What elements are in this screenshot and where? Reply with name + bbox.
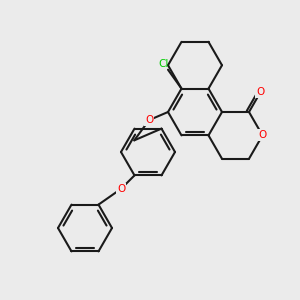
Text: O: O	[256, 87, 265, 97]
Text: O: O	[145, 115, 153, 125]
Text: Cl: Cl	[159, 59, 169, 69]
Text: O: O	[258, 130, 267, 140]
Text: O: O	[117, 184, 125, 194]
